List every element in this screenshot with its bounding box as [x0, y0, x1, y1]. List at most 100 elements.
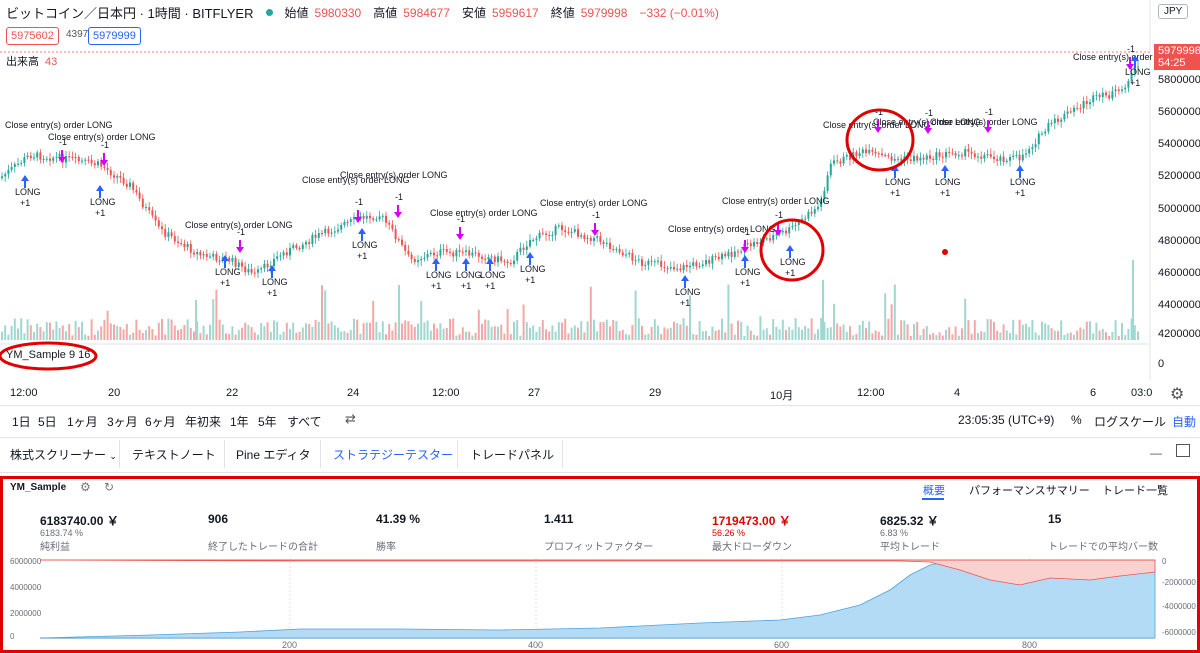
candle-body: [897, 158, 899, 160]
volume-bar: [551, 325, 554, 340]
candle-body: [330, 232, 333, 234]
volume-bar: [90, 319, 93, 340]
candle-body: [551, 234, 554, 236]
candle-body: [161, 226, 163, 230]
auto-scale-button[interactable]: 自動: [1172, 415, 1197, 429]
tab-performance-summary[interactable]: パフォーマンスサマリー: [969, 485, 1090, 497]
candle-body: [228, 257, 231, 262]
volume-bar: [170, 319, 173, 340]
close-entry-arrow-icon: [741, 240, 749, 253]
candle-body: [951, 152, 954, 154]
candle-body: [1066, 111, 1069, 114]
tab-overview[interactable]: 概要: [923, 485, 945, 497]
chart-settings-gear-icon[interactable]: ⚙: [1170, 386, 1185, 403]
candle-body: [282, 252, 285, 256]
candle-body: [17, 163, 19, 165]
tab-trade-list[interactable]: トレード一覧: [1102, 485, 1168, 497]
candle-body: [429, 252, 432, 255]
candle-body: [148, 207, 151, 211]
order-qty-label: +1: [525, 275, 535, 285]
symbol-title[interactable]: ビットコイン／日本円 · 1時間 · BITFLYER: [6, 6, 254, 21]
timeframe-button[interactable]: 6ヶ月: [145, 415, 176, 429]
long-entry-arrow-icon: [1016, 165, 1024, 178]
strategy-name[interactable]: YM_Sample: [10, 482, 67, 493]
volume-bar: [1114, 320, 1117, 340]
volume-bar: [391, 330, 394, 340]
volume-bar: [439, 323, 442, 340]
tab-strategy-tester[interactable]: ストラテジーテスター: [333, 448, 454, 462]
strategy-refresh-icon[interactable]: ↻: [104, 480, 115, 494]
volume-bar: [413, 326, 416, 340]
candle-body: [781, 230, 784, 233]
timeframe-button[interactable]: すべて: [287, 415, 322, 429]
volume-bar: [509, 334, 512, 340]
candle-body: [561, 225, 563, 231]
candle-body: [596, 236, 599, 238]
price-axis-label: 5200000: [1158, 170, 1200, 182]
indicator-label[interactable]: YM_Sample 9 16: [6, 349, 91, 361]
volume-bar: [541, 320, 544, 340]
volume-bar: [1031, 319, 1034, 340]
volume-bar: [932, 333, 935, 340]
tab-pine-editor[interactable]: Pine エディタ: [236, 448, 311, 462]
strategy-settings-gear-icon[interactable]: ⚙: [80, 480, 91, 494]
volume-bar: [839, 326, 842, 340]
long-entry-arrow-icon: [96, 185, 104, 198]
volume-bar: [375, 321, 378, 340]
volume-bar: [10, 325, 13, 340]
volume-bar: [890, 304, 893, 340]
currency-button[interactable]: JPY: [1158, 4, 1189, 19]
percent-scale-button[interactable]: %: [1071, 413, 1082, 427]
candle-body: [961, 155, 963, 157]
timeframe-button[interactable]: 1日: [12, 415, 31, 429]
candle-body: [775, 234, 778, 236]
minimize-panel-icon[interactable]: —: [1150, 446, 1162, 460]
volume-bar: [714, 330, 717, 340]
volume-bar: [525, 322, 528, 340]
volume-bar: [103, 319, 106, 340]
volume-bar: [1132, 260, 1134, 340]
order-qty-label: -1: [101, 140, 109, 150]
timeframe-button[interactable]: 1ヶ月: [67, 415, 98, 429]
candle-body: [394, 229, 397, 240]
volume-bar: [55, 321, 58, 340]
timeframe-button[interactable]: 3ヶ月: [107, 415, 138, 429]
maximize-panel-icon[interactable]: [1176, 444, 1190, 457]
volume-bar: [481, 323, 483, 340]
time-status[interactable]: 23:05:35 (UTC+9): [958, 413, 1055, 427]
long-entry-label: LONG: [456, 270, 482, 280]
candle-body: [196, 252, 199, 255]
candle-body: [1005, 160, 1008, 162]
volume-bar: [868, 321, 871, 340]
buy-price-button[interactable]: 5979999: [88, 27, 141, 45]
timeframe-button[interactable]: 5年: [258, 415, 277, 429]
close-entry-arrow-icon: [984, 120, 992, 133]
sell-price-button[interactable]: 5975602: [6, 27, 59, 45]
goto-date-icon[interactable]: ⇄: [345, 411, 356, 426]
volume-bar: [65, 331, 67, 340]
equity-x-axis-label: 400: [528, 640, 544, 650]
candle-body: [1089, 102, 1091, 105]
candle-body: [625, 254, 627, 256]
tab-stock-screener[interactable]: 株式スクリーナー ⌄: [10, 446, 117, 463]
candle-body: [554, 226, 557, 235]
volume-bar: [1105, 332, 1107, 340]
timeframe-button[interactable]: 1年: [230, 415, 249, 429]
volume-bar: [212, 299, 215, 340]
candle-body: [1101, 92, 1104, 98]
candle-body: [71, 156, 74, 159]
candle-body: [113, 175, 115, 178]
tab-text-notes[interactable]: テキストノート: [132, 448, 216, 462]
volume-bar: [228, 333, 231, 340]
price-chart[interactable]: Close entry(s) order LONG -1 Close entry(s…: [0, 0, 1200, 380]
close-entry-annotation: Close entry(s) order LONG: [5, 120, 113, 130]
timeframe-button[interactable]: 5日: [38, 415, 57, 429]
equity-chart[interactable]: [0, 550, 1200, 653]
candle-body: [218, 260, 221, 262]
timeframe-button[interactable]: 年初来: [185, 415, 222, 429]
log-scale-button[interactable]: ログスケール: [1094, 415, 1167, 429]
volume-bar: [746, 325, 749, 340]
tab-trade-panel[interactable]: トレードパネル: [470, 448, 555, 462]
volume-bar: [445, 327, 448, 340]
candle-body: [874, 151, 877, 154]
